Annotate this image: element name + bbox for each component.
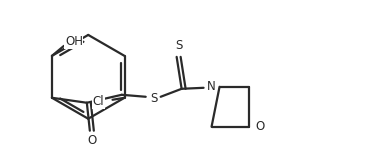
Text: O: O xyxy=(87,134,97,147)
Text: N: N xyxy=(207,80,216,93)
Text: S: S xyxy=(175,39,182,52)
Text: OH: OH xyxy=(65,35,83,48)
Text: Cl: Cl xyxy=(93,95,104,108)
Text: O: O xyxy=(256,120,265,133)
Text: S: S xyxy=(150,92,157,105)
